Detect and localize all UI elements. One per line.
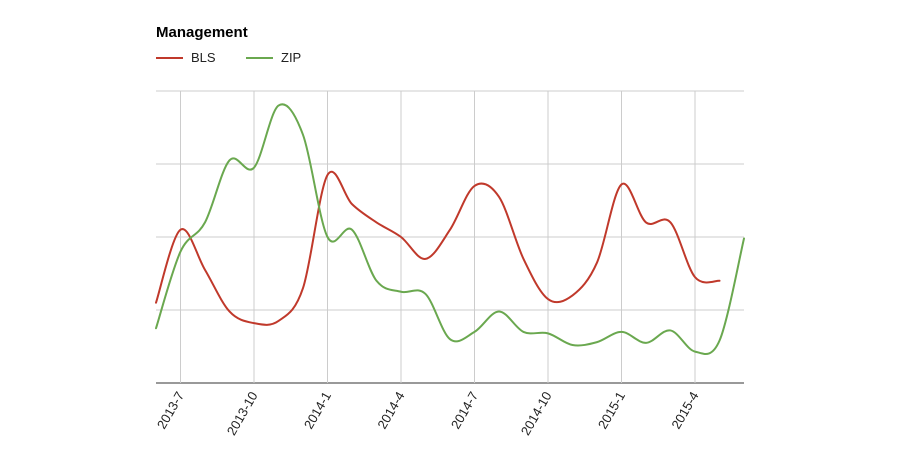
- x-tick-label: 2014-7: [448, 389, 481, 432]
- x-tick-label: 2015-1: [595, 389, 628, 432]
- legend-item-bls[interactable]: BLS: [156, 50, 216, 65]
- x-tick-label: 2013-7: [154, 389, 187, 432]
- chart-title: Management: [156, 24, 248, 41]
- legend-item-zip[interactable]: ZIP: [246, 50, 301, 65]
- x-tick-label: 2013-10: [224, 389, 261, 438]
- x-tick-label: 2014-1: [301, 389, 334, 432]
- series-lines: [155, 103, 745, 355]
- x-axis-ticks: 2013-7 2013-10 2014-1 2014-4 2014-7 2014-10 20…: [154, 389, 702, 438]
- legend-swatch-zip: [246, 56, 273, 59]
- series-line-zip: [155, 103, 745, 355]
- x-tick-label: 2014-10: [518, 389, 555, 438]
- legend-swatch-bls: [156, 56, 183, 59]
- legend-label-zip: ZIP: [281, 50, 302, 65]
- x-tick-label: 2015-4: [668, 389, 701, 432]
- x-tick-label: 2014-4: [374, 389, 407, 432]
- legend-label-bls: BLS: [191, 50, 216, 65]
- series-line-bls: [155, 170, 721, 326]
